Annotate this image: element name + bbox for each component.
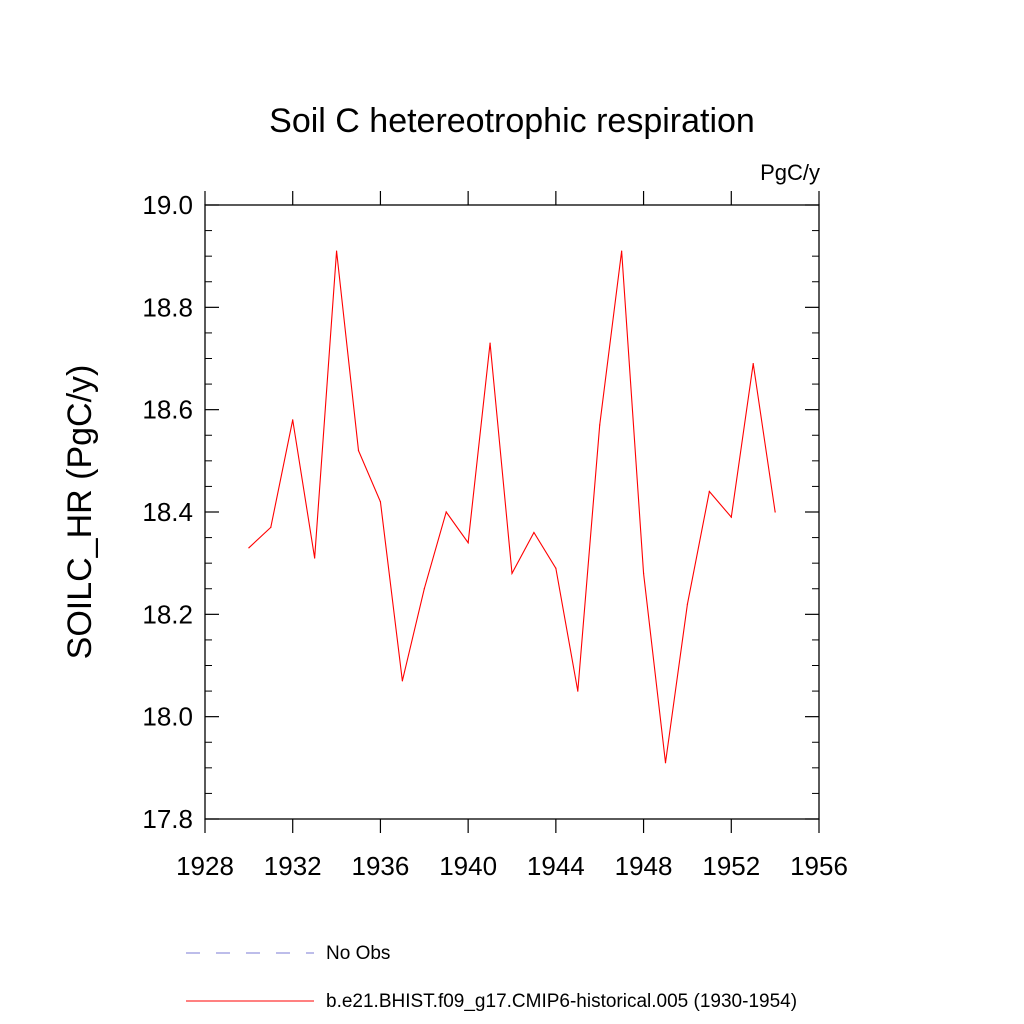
x-axis-ticks: 1928 1932 1936 1940 1944 1948 1952 1956 — [176, 191, 848, 881]
x-tick-label: 1956 — [790, 851, 848, 881]
data-point — [445, 511, 447, 513]
units-label: PgC/y — [760, 160, 820, 185]
x-tick-label: 1944 — [527, 851, 585, 881]
series-layer — [248, 250, 776, 764]
y-tick-label: 18.4 — [142, 497, 193, 527]
data-point — [752, 363, 754, 365]
data-point — [774, 511, 776, 513]
data-point — [357, 450, 360, 452]
y-tick-label: 18.0 — [142, 702, 193, 732]
data-point — [401, 680, 403, 682]
x-tick-label: 1932 — [264, 851, 322, 881]
data-point — [489, 342, 491, 344]
data-point — [642, 572, 645, 575]
data-point — [379, 501, 382, 503]
data-point — [664, 762, 667, 764]
y-axis-ticks: 17.8 18.0 18.2 18.4 18.6 18.8 19.0 — [142, 190, 819, 834]
data-point — [533, 531, 535, 534]
data-point — [708, 490, 710, 493]
x-tick-label: 1952 — [702, 851, 760, 881]
y-tick-label: 18.2 — [142, 599, 193, 629]
x-tick-label: 1936 — [352, 851, 410, 881]
data-point — [555, 567, 557, 569]
y-axis-label: SOILC_HR (PgC/y) — [61, 365, 99, 660]
data-point — [335, 250, 338, 252]
data-point — [423, 588, 425, 590]
y-tick-label: 18.8 — [142, 292, 193, 322]
data-point — [292, 419, 294, 421]
legend-label-no-obs: No Obs — [326, 943, 390, 964]
legend-item-model-run: b.e21.BHIST.f09_g17.CMIP6-historical.005… — [186, 991, 797, 1012]
y-tick-label: 17.8 — [142, 804, 193, 834]
data-point — [621, 250, 623, 252]
legend-item-no-obs: No Obs — [186, 943, 390, 964]
data-point — [248, 547, 250, 549]
x-tick-label: 1948 — [615, 851, 673, 881]
data-point — [599, 424, 601, 426]
x-tick-label: 1928 — [176, 851, 234, 881]
legend: No Obs b.e21.BHIST.f09_g17.CMIP6-histori… — [186, 943, 797, 1012]
data-point — [730, 516, 732, 518]
series-line-0 — [248, 250, 776, 763]
chart-title: Soil C hetereotrophic respiration — [269, 102, 755, 140]
x-tick-label: 1940 — [439, 851, 497, 881]
data-point — [511, 572, 513, 575]
data-point — [686, 603, 689, 605]
data-point — [270, 526, 272, 528]
data-point — [314, 557, 316, 559]
y-tick-label: 18.6 — [142, 395, 193, 425]
data-point — [577, 690, 579, 692]
legend-label-model-run: b.e21.BHIST.f09_g17.CMIP6-historical.005… — [326, 991, 797, 1012]
data-point — [467, 542, 469, 544]
y-tick-label: 19.0 — [142, 190, 193, 220]
